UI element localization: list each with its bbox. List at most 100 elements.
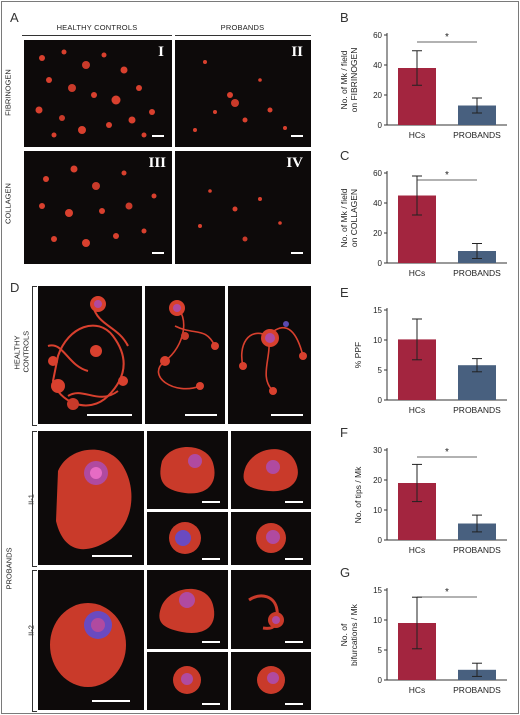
category-label: HCs — [409, 130, 426, 140]
y-axis-label: No. of tips / Mk — [353, 466, 363, 523]
cell-ii2-large — [50, 603, 126, 687]
significance-marker: * — [445, 447, 449, 458]
group-bracket — [32, 570, 37, 712]
scale-bar — [152, 135, 164, 137]
micrograph-ii1-d — [231, 512, 311, 565]
micrograph-healthy-2 — [145, 286, 225, 424]
micrograph-ii1-b — [231, 431, 311, 509]
row-label-collagen: COLLAGEN — [3, 183, 13, 224]
col-header-probands: PROBANDS — [220, 23, 265, 32]
row-label-probands: PROBANDS — [4, 547, 14, 590]
micrograph-collagen-healthy: III — [24, 151, 172, 264]
cells-fibrinogen-healthy — [35, 49, 155, 138]
chart-e: 0 5 10 15 % PPF HCs PROBANDS — [353, 306, 507, 415]
cell-ii2-d — [257, 666, 285, 694]
category-label: HCs — [409, 268, 426, 278]
y-tick-label: 10 — [373, 506, 382, 515]
panel-label-f: F — [340, 425, 348, 440]
scale-bar — [202, 501, 220, 503]
bar-probands — [458, 105, 496, 125]
y-axis-label: No. of Mk / field — [339, 188, 349, 247]
cell-proplatelet-healthy-3 — [239, 321, 307, 395]
panel-label-d: D — [10, 280, 20, 295]
cells-collagen-probands — [198, 189, 282, 242]
scale-bar — [185, 414, 217, 416]
micrograph-ii2-large — [38, 570, 144, 710]
significance-marker: * — [445, 587, 449, 598]
group-bracket — [32, 286, 37, 426]
chart-f: 0 10 20 30 No. of tips / Mk HCs PROBANDS * — [353, 446, 507, 555]
scale-bar — [92, 555, 132, 557]
y-tick-label: 0 — [378, 121, 383, 130]
micrograph-ii2-c — [147, 652, 228, 710]
scale-bar — [285, 501, 303, 503]
y-tick-label: 60 — [373, 31, 382, 40]
y-tick-label: 60 — [373, 169, 382, 178]
scale-bar — [271, 414, 303, 416]
cells-collagen-healthy — [39, 165, 157, 247]
y-tick-label: 30 — [373, 446, 382, 455]
group-bracket — [32, 431, 37, 567]
y-axis-label: No. of — [339, 623, 349, 646]
panel-label-c: C — [340, 148, 350, 163]
micrograph-fibrinogen-healthy: I — [24, 40, 172, 147]
y-tick-label: 20 — [373, 91, 382, 100]
micrograph-ii1-large — [38, 431, 144, 565]
scale-bar — [87, 414, 132, 416]
significance-marker: * — [445, 170, 449, 181]
category-label: HCs — [409, 545, 426, 555]
scale-bar — [152, 252, 164, 254]
cell-ii1-c — [169, 522, 201, 554]
y-tick-label: 5 — [378, 366, 383, 375]
y-tick-label: 40 — [373, 199, 382, 208]
panel-label-g: G — [340, 565, 351, 580]
significance-marker: * — [445, 32, 449, 43]
micrograph-ii2-d — [231, 652, 311, 710]
micrograph-ii1-a — [147, 431, 228, 509]
col-rule-healthy — [22, 35, 172, 36]
y-tick-label: 15 — [373, 586, 382, 595]
y-tick-label: 20 — [373, 476, 382, 485]
scale-bar — [291, 135, 303, 137]
micrograph-collagen-probands: IV — [175, 151, 311, 264]
y-axis-label: % PPF — [353, 342, 363, 368]
scale-bar — [285, 703, 303, 705]
cell-proplatelet-healthy-2 — [157, 300, 219, 390]
scale-bar — [285, 641, 303, 643]
y-tick-label: 10 — [373, 616, 382, 625]
category-label: PROBANDS — [453, 545, 501, 555]
y-tick-label: 5 — [378, 646, 383, 655]
tile-label-iii: III — [148, 155, 166, 171]
tile-label-ii: II — [291, 44, 303, 60]
cell-ii2-c — [173, 666, 201, 694]
micrograph-fibrinogen-probands: II — [175, 40, 311, 147]
y-tick-label: 15 — [373, 306, 382, 315]
tile-label-iv: IV — [286, 155, 303, 171]
row-label-healthy-controls-2: CONTROLS — [21, 330, 31, 373]
chart-b: 0 20 40 60 No. of Mk / field on FIBRINOGEN HCs… — [339, 31, 507, 140]
scale-bar — [202, 703, 220, 705]
col-rule-probands — [175, 35, 311, 36]
category-label: HCs — [409, 685, 426, 695]
micrograph-healthy-1 — [38, 286, 142, 424]
scale-bar — [92, 700, 130, 702]
scale-bar — [202, 558, 220, 560]
row-label-healthy-controls-1: HEALTHY — [12, 335, 22, 370]
scale-bar — [285, 558, 303, 560]
category-label: PROBANDS — [453, 268, 501, 278]
cells-fibrinogen-probands — [193, 60, 287, 132]
micrograph-ii1-c — [147, 512, 228, 565]
row-label-fibrinogen: FIBRINOGEN — [3, 69, 13, 116]
cell-ii1-d — [256, 523, 286, 553]
category-label: HCs — [409, 405, 426, 415]
scale-bar — [202, 641, 220, 643]
micrograph-ii2-a — [147, 570, 228, 649]
tile-label-i: I — [158, 44, 164, 60]
scale-bar — [291, 252, 303, 254]
cell-ii1-a — [160, 446, 215, 494]
cell-ii2-b — [248, 594, 284, 630]
y-tick-label: 40 — [373, 61, 382, 70]
panel-label-b: B — [340, 10, 349, 25]
cell-ii2-a — [159, 588, 215, 633]
